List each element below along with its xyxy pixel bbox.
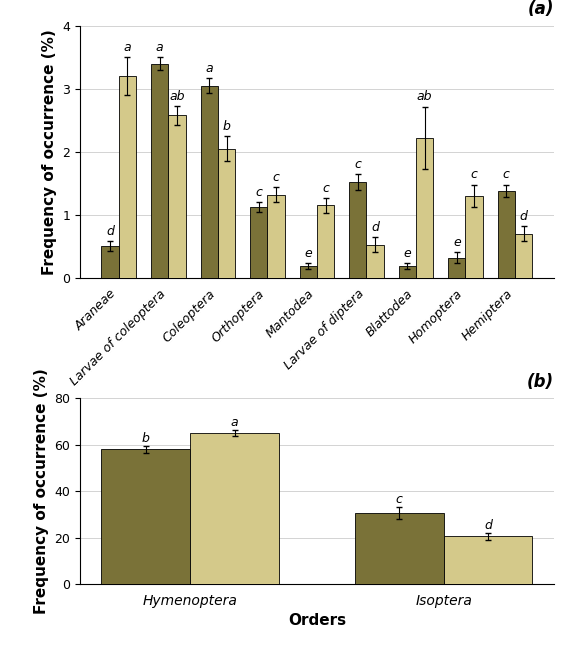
Bar <box>200 86 218 278</box>
Text: c: c <box>471 168 477 181</box>
Bar <box>267 195 285 278</box>
Text: (b): (b) <box>526 373 554 391</box>
Bar <box>168 116 186 278</box>
Bar <box>349 182 367 278</box>
Text: ab: ab <box>169 90 185 103</box>
Bar <box>190 433 279 584</box>
Text: d: d <box>106 225 114 238</box>
Bar <box>151 64 168 278</box>
Bar <box>399 266 416 278</box>
Text: a: a <box>206 62 213 75</box>
Bar <box>367 245 384 278</box>
Text: e: e <box>403 247 411 260</box>
Text: d: d <box>484 519 492 532</box>
Bar <box>119 77 136 278</box>
Bar <box>444 537 532 584</box>
Text: a: a <box>124 42 131 55</box>
Bar <box>515 234 532 278</box>
Text: c: c <box>396 493 403 506</box>
Text: a: a <box>231 416 238 429</box>
X-axis label: Orders: Orders <box>288 613 346 628</box>
Bar <box>465 196 483 278</box>
Text: ab: ab <box>417 90 432 103</box>
Text: c: c <box>503 168 510 181</box>
Bar <box>250 207 267 278</box>
Bar <box>102 246 119 278</box>
Text: d: d <box>520 210 528 223</box>
Bar <box>300 266 317 278</box>
Text: (a): (a) <box>528 1 554 18</box>
Text: b: b <box>223 120 231 133</box>
Bar <box>102 449 190 584</box>
Text: e: e <box>453 236 461 249</box>
X-axis label: Orders: Orders <box>288 482 346 497</box>
Text: d: d <box>371 221 379 234</box>
Y-axis label: Frequency of occurrence (%): Frequency of occurrence (%) <box>42 29 57 275</box>
Text: c: c <box>322 182 329 195</box>
Text: c: c <box>272 171 279 184</box>
Bar <box>498 191 515 278</box>
Text: a: a <box>156 42 163 55</box>
Text: c: c <box>355 158 361 171</box>
Bar <box>355 513 444 584</box>
Bar <box>448 258 465 278</box>
Text: e: e <box>304 247 312 260</box>
Text: c: c <box>255 186 262 199</box>
Text: b: b <box>142 432 150 445</box>
Y-axis label: Frequency of occurrence (%): Frequency of occurrence (%) <box>34 368 49 614</box>
Bar <box>416 138 433 278</box>
Bar <box>317 205 334 278</box>
Bar <box>218 149 235 278</box>
